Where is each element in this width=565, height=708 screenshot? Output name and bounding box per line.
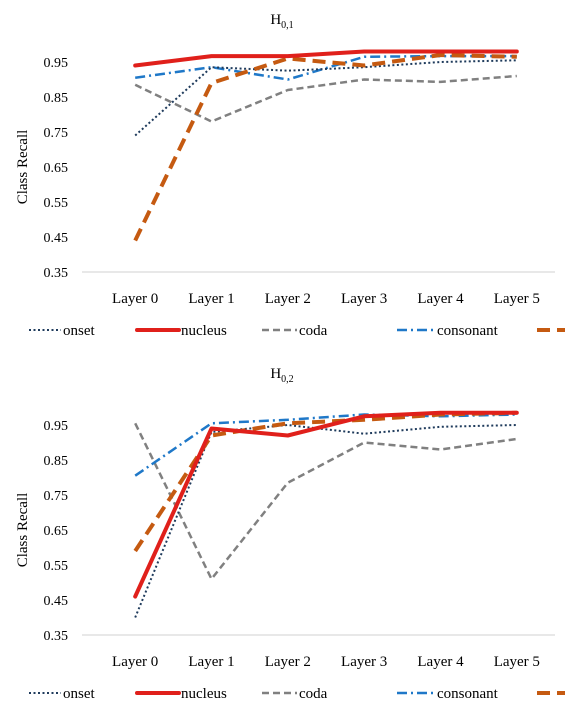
series-line-coda (134, 74, 517, 123)
legend-label-consonant: consonant (437, 686, 499, 702)
x-tick-label: Layer 5 (494, 654, 540, 670)
x-tick-label: Layer 2 (265, 291, 311, 307)
chart-title: H0,2 (270, 366, 293, 385)
series-line-nucleus (133, 410, 519, 599)
x-tick-label: Layer 5 (494, 291, 540, 307)
chart-title-subscript: 0,1 (281, 20, 294, 31)
y-tick-label: 0.35 (44, 266, 69, 281)
y-tick-label: 0.35 (44, 629, 69, 644)
y-tick-label: 0.55 (44, 196, 69, 211)
y-tick-label: 0.45 (44, 231, 69, 246)
y-tick-label: 0.65 (44, 524, 69, 539)
chart-title-main: H (270, 12, 281, 28)
series-line-onset (134, 59, 517, 137)
chart-h01: H0,1 Class Recall 0.35 0.45 0.55 0.65 0.75 0.85… (15, 12, 565, 339)
x-tick-label: Layer 0 (112, 654, 158, 670)
y-tick-label: 0.75 (44, 126, 69, 141)
x-tick-label: Layer 0 (112, 291, 158, 307)
y-axis-label: Class Recall (15, 130, 31, 205)
x-tick-label: Layer 4 (417, 291, 464, 307)
legend-label-coda: coda (299, 686, 328, 702)
chart-title-main: H (270, 366, 281, 382)
y-tick-label: 0.65 (44, 161, 69, 176)
chart-h02: H0,2 Class Recall 0.35 0.45 0.55 0.65 0.75 0.85… (15, 366, 565, 702)
y-axis-label: Class Recall (15, 493, 31, 568)
series-line-onset (134, 424, 517, 618)
x-tick-label: Layer 1 (188, 654, 234, 670)
x-tick-label: Layer 4 (417, 654, 464, 670)
legend-label-coda: coda (299, 323, 328, 339)
y-tick-label: 0.45 (44, 594, 69, 609)
legend-label-nucleus: nucleus (181, 323, 227, 339)
y-tick-label: 0.95 (44, 56, 69, 71)
series-line-nucleus (133, 49, 519, 68)
y-tick-label: 0.85 (44, 454, 69, 469)
series-line-vowel (133, 410, 517, 553)
x-tick-label: Layer 2 (265, 654, 311, 670)
legend: onsetnucleuscodaconsonantvowel (29, 323, 565, 339)
x-tick-label: Layer 3 (341, 291, 387, 307)
y-tick-label: 0.55 (44, 559, 69, 574)
chart-title-subscript: 0,2 (281, 374, 294, 385)
legend-label-consonant: consonant (437, 323, 499, 339)
y-tick-label: 0.95 (44, 419, 69, 434)
series-line-vowel (133, 53, 517, 242)
legend: onsetnucleuscodaconsonantvowel (29, 686, 565, 702)
series-line-coda (134, 422, 517, 581)
legend-label-onset: onset (63, 686, 95, 702)
legend-label-nucleus: nucleus (181, 686, 227, 702)
chart-title: H0,1 (270, 12, 293, 31)
x-tick-label: Layer 3 (341, 654, 387, 670)
y-tick-label: 0.75 (44, 489, 69, 504)
y-tick-label: 0.85 (44, 91, 69, 106)
legend-label-onset: onset (63, 323, 95, 339)
x-tick-label: Layer 1 (188, 291, 234, 307)
